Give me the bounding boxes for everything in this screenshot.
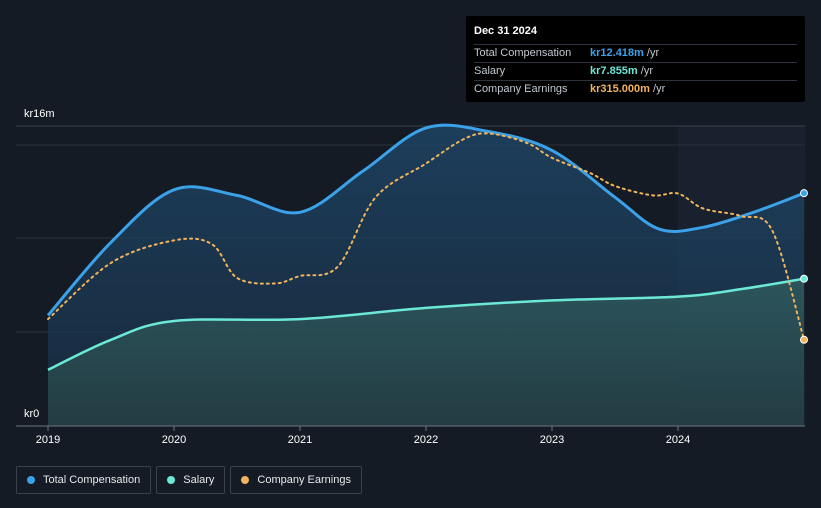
company-earnings-line <box>47 132 805 341</box>
tooltip-row-company-earnings: Company Earnings kr315.000m /yr <box>474 81 797 98</box>
x-tick-label: 2021 <box>288 434 312 446</box>
tooltip-row-salary: Salary kr7.855m /yr <box>474 63 797 81</box>
legend-item-company-earnings[interactable]: Company Earnings <box>230 466 362 494</box>
tooltip-unit: /yr <box>653 83 666 95</box>
tooltip-value: kr315.000m <box>590 83 650 95</box>
x-tick-label: 2023 <box>540 434 564 446</box>
x-axis-ticks: 2019 2020 2021 2022 2023 2024 <box>36 426 690 446</box>
legend-item-salary[interactable]: Salary <box>156 466 226 494</box>
tooltip-label: Salary <box>474 65 506 77</box>
total-compensation-end-marker <box>800 189 808 198</box>
salary-end-marker <box>800 274 808 283</box>
tooltip-label: Total Compensation <box>474 47 572 59</box>
tooltip: Dec 31 2024 Total Compensation kr12.418m … <box>466 16 805 102</box>
tooltip-date: Dec 31 2024 <box>474 24 797 45</box>
legend-label: Salary <box>183 474 215 486</box>
legend-label: Total Compensation <box>43 474 141 486</box>
legend: Total Compensation Salary Company Earnin… <box>16 466 362 494</box>
legend-item-total-compensation[interactable]: Total Compensation <box>16 466 152 494</box>
x-tick-label: 2024 <box>666 434 690 446</box>
tooltip-unit: /yr <box>646 47 660 59</box>
legend-label: Company Earnings <box>257 474 351 486</box>
tooltip-value: kr7.855m <box>590 65 638 77</box>
tooltip-row-total-compensation: Total Compensation kr12.418m /yr <box>474 45 797 63</box>
y-axis-bottom-label: kr0 <box>24 408 40 420</box>
company-earnings-end-marker <box>800 335 808 344</box>
tooltip-value: kr12.418m <box>590 47 644 59</box>
end-markers <box>800 189 808 344</box>
x-tick-label: 2019 <box>36 434 60 446</box>
legend-dot-icon <box>167 476 176 484</box>
salary-line <box>47 277 805 371</box>
legend-dot-icon <box>27 476 35 484</box>
x-tick-label: 2020 <box>162 434 186 446</box>
legend-dot-icon <box>241 476 250 484</box>
y-axis-top-label: kr16m <box>24 108 55 120</box>
total-compensation-line <box>46 123 805 317</box>
tooltip-unit: /yr <box>640 65 654 77</box>
salary-area <box>48 278 804 426</box>
x-tick-label: 2022 <box>414 434 438 446</box>
tooltip-label: Company Earnings <box>474 83 568 95</box>
